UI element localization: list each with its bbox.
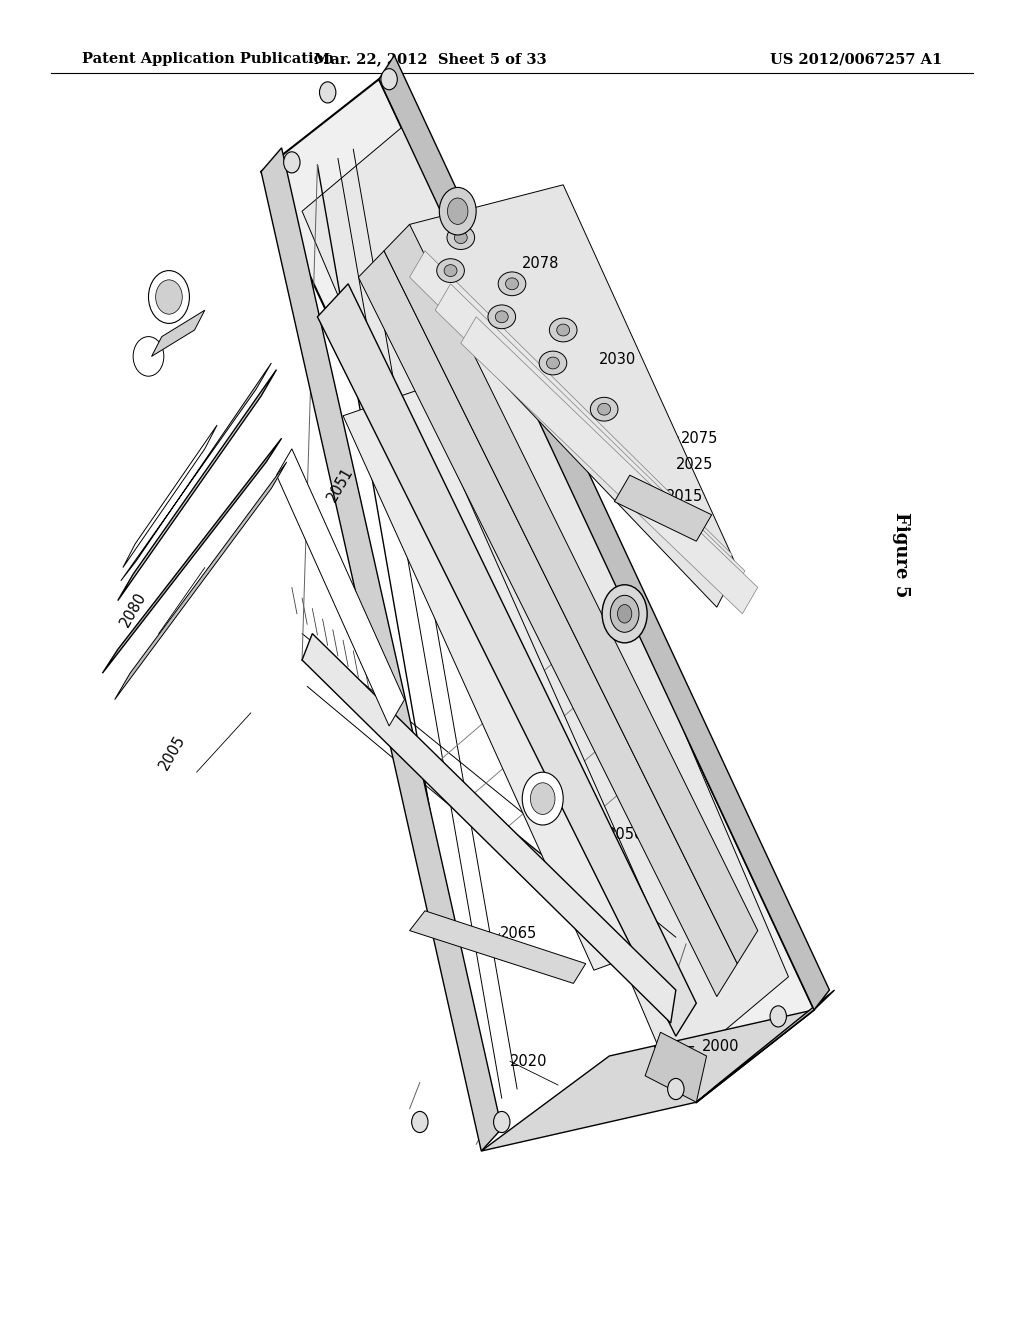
Polygon shape: [481, 1010, 814, 1151]
Polygon shape: [614, 475, 712, 541]
Text: 2005: 2005: [157, 733, 187, 772]
Polygon shape: [102, 438, 282, 673]
Circle shape: [148, 271, 189, 323]
Polygon shape: [379, 55, 829, 1010]
Polygon shape: [276, 449, 404, 726]
Polygon shape: [645, 1032, 707, 1102]
Polygon shape: [389, 185, 737, 607]
Circle shape: [530, 783, 555, 814]
Text: 2078: 2078: [522, 256, 559, 272]
Polygon shape: [435, 284, 744, 597]
Polygon shape: [302, 112, 788, 1076]
Polygon shape: [302, 634, 676, 1023]
Text: Figure 5: Figure 5: [892, 512, 910, 597]
Circle shape: [412, 1111, 428, 1133]
Ellipse shape: [557, 323, 569, 337]
Ellipse shape: [496, 310, 508, 323]
Polygon shape: [343, 389, 666, 970]
Polygon shape: [123, 425, 217, 568]
Polygon shape: [410, 911, 586, 983]
Text: 2050: 2050: [607, 826, 644, 842]
Polygon shape: [118, 370, 276, 601]
Circle shape: [447, 198, 468, 224]
Text: 2025: 2025: [676, 457, 713, 473]
Text: 2000: 2000: [701, 1039, 739, 1055]
Polygon shape: [410, 251, 732, 581]
Circle shape: [668, 1078, 684, 1100]
Circle shape: [439, 187, 476, 235]
Circle shape: [770, 1006, 786, 1027]
Ellipse shape: [498, 272, 526, 296]
Text: 2080: 2080: [118, 590, 148, 630]
Text: US 2012/0067257 A1: US 2012/0067257 A1: [770, 53, 942, 66]
Ellipse shape: [455, 232, 467, 244]
Text: Patent Application Publication: Patent Application Publication: [82, 53, 334, 66]
Ellipse shape: [487, 305, 515, 329]
Polygon shape: [152, 310, 205, 356]
Text: 2075: 2075: [681, 430, 718, 446]
Text: 2020: 2020: [510, 1053, 548, 1069]
Circle shape: [610, 595, 639, 632]
Polygon shape: [121, 363, 271, 581]
Polygon shape: [115, 462, 287, 700]
Ellipse shape: [444, 264, 457, 277]
Text: 2051: 2051: [325, 465, 355, 504]
Polygon shape: [358, 251, 737, 997]
Ellipse shape: [506, 277, 518, 290]
Text: 2065: 2065: [500, 925, 537, 941]
Polygon shape: [261, 79, 814, 1102]
Circle shape: [602, 585, 647, 643]
Ellipse shape: [540, 351, 567, 375]
Circle shape: [284, 152, 300, 173]
Polygon shape: [261, 148, 502, 1151]
Circle shape: [494, 1111, 510, 1133]
Polygon shape: [384, 224, 758, 964]
Circle shape: [381, 69, 397, 90]
Text: 2015: 2015: [666, 488, 702, 504]
Polygon shape: [461, 317, 758, 614]
Ellipse shape: [547, 356, 559, 370]
Text: 2030: 2030: [599, 351, 636, 367]
Ellipse shape: [590, 397, 617, 421]
Circle shape: [319, 82, 336, 103]
Polygon shape: [696, 990, 835, 1102]
Ellipse shape: [550, 318, 578, 342]
Circle shape: [156, 280, 182, 314]
Polygon shape: [317, 284, 696, 1036]
Circle shape: [522, 772, 563, 825]
Ellipse shape: [598, 404, 610, 416]
Text: Mar. 22, 2012  Sheet 5 of 33: Mar. 22, 2012 Sheet 5 of 33: [313, 53, 547, 66]
Circle shape: [133, 337, 164, 376]
Ellipse shape: [446, 226, 475, 249]
Circle shape: [617, 605, 632, 623]
Ellipse shape: [436, 259, 465, 282]
